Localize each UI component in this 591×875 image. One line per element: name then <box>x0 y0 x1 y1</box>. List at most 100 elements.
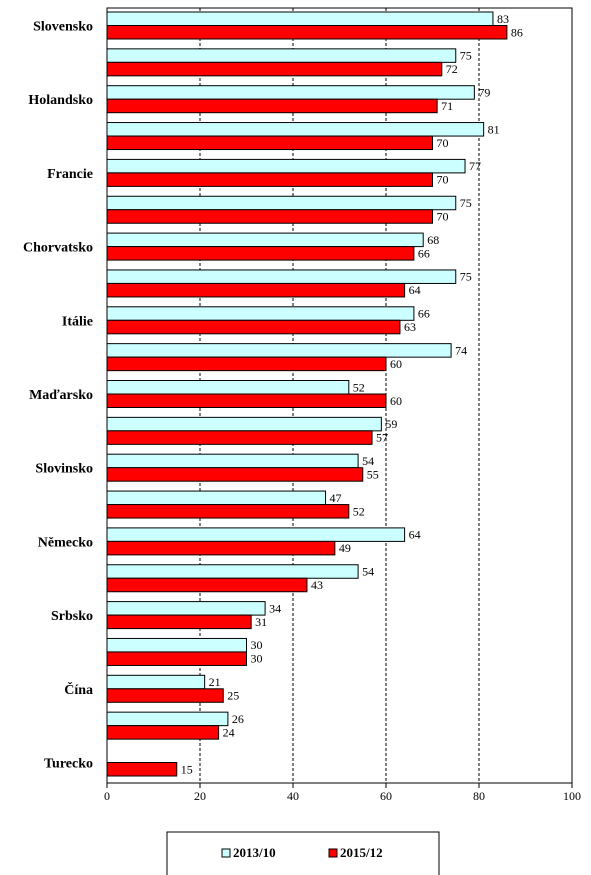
bar-2015-6 <box>106 246 415 261</box>
bar-2015-8 <box>106 319 401 335</box>
bar-2013-12 <box>106 453 359 469</box>
value-label-2013-19: 26 <box>232 712 244 726</box>
value-label-2013-18: 21 <box>209 675 221 689</box>
legend-box <box>166 831 440 875</box>
value-label-2015-17: 30 <box>251 652 263 666</box>
bar-2013-8 <box>106 306 415 321</box>
category-label-0: Slovensko <box>33 20 93 35</box>
bar-2013-9 <box>106 343 452 358</box>
value-label-2015-5: 70 <box>437 210 449 224</box>
bar-2013-17 <box>106 637 247 653</box>
value-label-2013-13: 47 <box>330 491 342 505</box>
bar-2013-2 <box>106 85 475 100</box>
bar-2015-18 <box>106 688 224 703</box>
bar-2015-16 <box>106 614 252 630</box>
bar-2013-18 <box>106 674 206 690</box>
bar-2015-17 <box>106 651 247 666</box>
category-label-20: Turecko <box>44 757 93 772</box>
value-label-2013-4: 77 <box>469 159 481 173</box>
bar-2015-13 <box>106 504 350 519</box>
bar-2013-10 <box>106 380 350 395</box>
category-label-14: Německo <box>38 535 93 550</box>
value-label-2013-16: 34 <box>269 601 281 615</box>
value-label-2013-14: 64 <box>409 528 421 542</box>
bar-2015-14 <box>106 540 336 556</box>
bar-2015-12 <box>106 467 364 482</box>
x-tick-label-60: 60 <box>380 789 392 803</box>
bar-2013-5 <box>106 195 457 211</box>
value-label-2015-13: 52 <box>353 504 365 518</box>
x-tick-label-80: 80 <box>473 789 485 803</box>
category-label-4: Francie <box>47 167 93 182</box>
bar-2013-3 <box>106 122 485 137</box>
value-label-2013-2: 79 <box>478 85 490 99</box>
bar-2015-2 <box>106 98 438 114</box>
bar-2013-7 <box>106 269 457 284</box>
bar-2015-15 <box>106 577 308 593</box>
bar-2013-15 <box>106 564 359 579</box>
value-label-2015-7: 64 <box>409 283 421 297</box>
value-label-2013-15: 54 <box>362 565 374 579</box>
value-label-2013-8: 66 <box>418 307 430 321</box>
legend-label-2013: 2013/10 <box>233 845 276 860</box>
value-label-2015-6: 66 <box>418 246 430 260</box>
bar-2015-9 <box>106 356 387 372</box>
value-label-2015-9: 60 <box>390 357 402 371</box>
value-label-2013-9: 74 <box>455 343 467 357</box>
bar-2013-11 <box>106 416 382 432</box>
value-label-2015-16: 31 <box>255 615 267 629</box>
x-tick-label-20: 20 <box>194 789 206 803</box>
value-label-2015-4: 70 <box>437 173 449 187</box>
category-label-10: Maďarsko <box>29 388 93 403</box>
category-label-2: Holandsko <box>28 93 93 108</box>
value-label-2013-17: 30 <box>251 638 263 652</box>
value-label-2015-1: 72 <box>446 62 458 76</box>
value-label-2015-11: 57 <box>376 431 388 445</box>
value-label-2015-8: 63 <box>404 320 416 334</box>
value-label-2013-12: 54 <box>362 454 374 468</box>
bar-2013-16 <box>106 601 266 616</box>
bar-2013-0 <box>106 11 494 26</box>
value-label-2015-2: 71 <box>441 99 453 113</box>
value-label-2015-0: 86 <box>511 25 523 39</box>
category-label-6: Chorvatsko <box>23 241 93 256</box>
bars <box>106 11 508 777</box>
axes: 0 20 40 60 80 100 <box>104 8 581 803</box>
value-label-2013-7: 75 <box>460 270 472 284</box>
category-label-12: Slovinsko <box>35 462 93 477</box>
value-label-2013-5: 75 <box>460 196 472 210</box>
legend-swatch-2013 <box>221 848 231 858</box>
legend-swatch-2015 <box>328 848 338 858</box>
value-label-2013-11: 59 <box>385 417 397 431</box>
bar-2013-19 <box>106 711 229 727</box>
bar-2015-4 <box>106 172 433 187</box>
legend-label-2015: 2015/12 <box>340 845 383 860</box>
x-tick-label-100: 100 <box>563 789 581 803</box>
bar-2015-1 <box>106 61 443 77</box>
value-label-2015-20: 15 <box>181 762 193 776</box>
bar-2015-5 <box>106 209 433 224</box>
bar-2013-6 <box>106 232 424 248</box>
bar-2015-11 <box>106 430 373 445</box>
value-label-2013-10: 52 <box>353 380 365 394</box>
value-label-2015-12: 55 <box>367 467 379 481</box>
value-label-2013-1: 75 <box>460 49 472 63</box>
value-label-2013-3: 81 <box>488 122 500 136</box>
value-label-2015-19: 24 <box>223 725 235 739</box>
value-label-2015-10: 60 <box>390 394 402 408</box>
bar-2015-20 <box>106 762 178 777</box>
category-label-16: Srbsko <box>51 609 93 624</box>
value-label-2013-6: 68 <box>427 233 439 247</box>
category-label-8: Itálie <box>62 314 93 329</box>
bar-2015-19 <box>106 725 220 740</box>
value-label-2013-0: 83 <box>497 12 509 26</box>
value-label-2015-18: 25 <box>227 689 239 703</box>
x-tick-label-40: 40 <box>287 789 299 803</box>
bar-2013-4 <box>106 158 466 174</box>
bar-2013-14 <box>106 527 406 542</box>
bar-2015-3 <box>106 135 433 151</box>
value-label-2015-15: 43 <box>311 578 323 592</box>
value-label-2015-14: 49 <box>339 541 351 555</box>
labels: 8386Slovensko75727971Holandsko81707770Fr… <box>23 12 523 777</box>
